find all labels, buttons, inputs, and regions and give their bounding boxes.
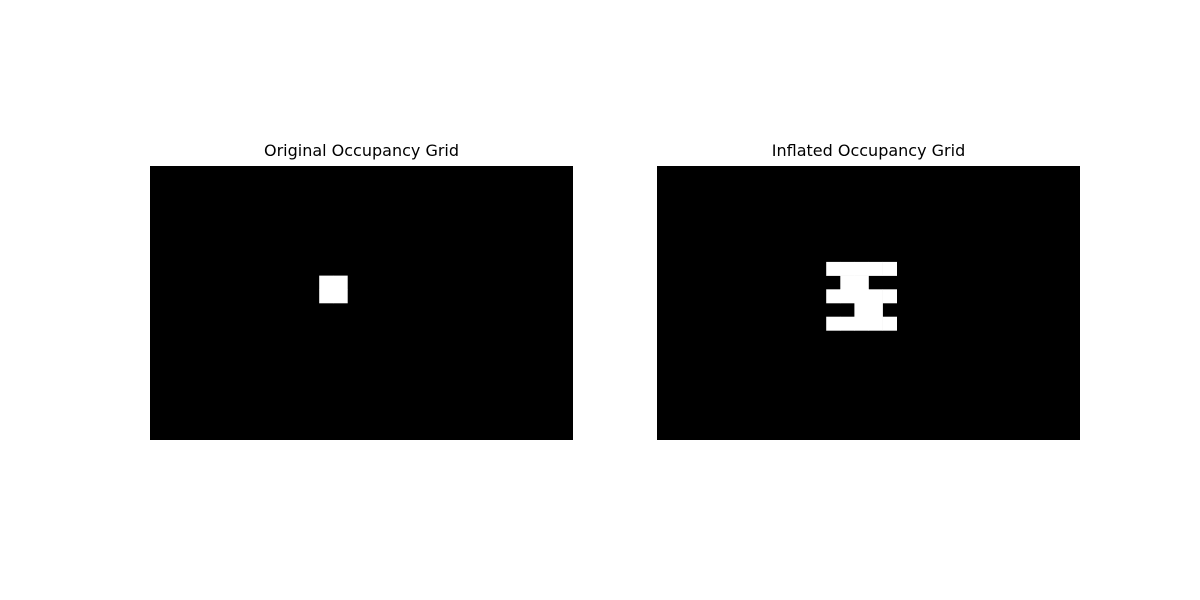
original-occupied-cell: [333, 289, 348, 304]
original-grid-panel: Original Occupancy Grid: [150, 140, 573, 440]
inflated-occupied-cell: [868, 316, 883, 331]
inflated-occupied-cell: [854, 261, 869, 276]
original-occupied-cell: [333, 275, 348, 290]
inflated-occupied-cell: [840, 275, 855, 290]
inflated-occupied-cell: [882, 261, 897, 276]
inflated-occupied-cell: [868, 303, 883, 317]
inflated-occupied-cell: [854, 289, 869, 304]
inflated-occupied-cell: [854, 303, 869, 317]
inflated-occupied-cell: [854, 275, 869, 290]
inflated-occupied-cell: [868, 289, 883, 304]
inflated-grid-plot: [657, 166, 1080, 440]
inflated-occupied-cell: [882, 289, 897, 304]
inflated-occupied-cell: [840, 316, 855, 331]
inflated-occupied-cell: [854, 316, 869, 331]
inflated-grid-panel: Inflated Occupancy Grid: [657, 140, 1080, 440]
inflated-grid-title: Inflated Occupancy Grid: [771, 141, 966, 160]
inflated-occupied-cell: [840, 261, 855, 276]
inflated-occupied-cell: [826, 289, 841, 304]
inflated-occupied-cell: [840, 289, 855, 304]
original-grid-background: [150, 166, 573, 440]
inflated-occupied-cell: [882, 316, 897, 331]
original-occupied-cell: [319, 289, 334, 304]
original-grid-plot: [150, 166, 573, 440]
original-grid-title: Original Occupancy Grid: [263, 141, 460, 160]
original-occupied-cell: [319, 275, 334, 290]
inflated-occupied-cell: [826, 261, 841, 276]
inflated-occupied-cell: [826, 316, 841, 331]
inflated-occupied-cell: [868, 261, 883, 276]
